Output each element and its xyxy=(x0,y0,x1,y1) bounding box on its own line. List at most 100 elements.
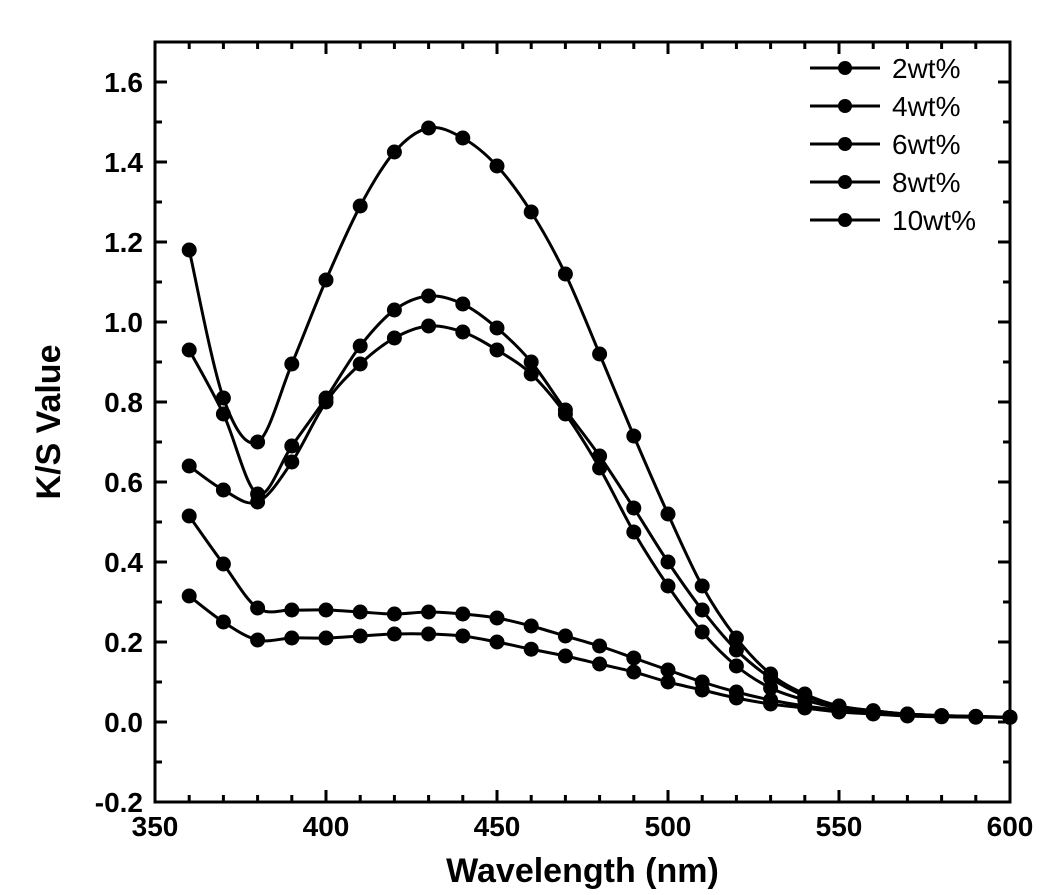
series-marker xyxy=(593,347,607,361)
legend-label: 6wt% xyxy=(892,129,960,160)
y-tick-label: 0.2 xyxy=(104,627,143,658)
x-axis-title: Wavelength (nm) xyxy=(446,852,719,890)
series-marker xyxy=(285,631,299,645)
y-tick-label: 0.8 xyxy=(104,387,143,418)
chart-container: 350400450500550600Wavelength (nm)-0.20.0… xyxy=(0,0,1062,895)
series-marker xyxy=(182,343,196,357)
series-marker xyxy=(216,391,230,405)
series-marker xyxy=(251,601,265,615)
series-marker xyxy=(627,651,641,665)
series-marker xyxy=(422,121,436,135)
y-tick-label: 1.0 xyxy=(104,307,143,338)
legend-label: 2wt% xyxy=(892,53,960,84)
series-marker xyxy=(490,635,504,649)
x-tick-label: 500 xyxy=(645,811,692,842)
series-marker xyxy=(319,631,333,645)
series-marker xyxy=(251,633,265,647)
series-marker xyxy=(558,267,572,281)
series-marker xyxy=(251,487,265,501)
x-tick-label: 450 xyxy=(474,811,521,842)
series-marker xyxy=(387,331,401,345)
series-marker xyxy=(353,339,367,353)
series-marker xyxy=(285,603,299,617)
series-marker xyxy=(456,607,470,621)
legend-marker xyxy=(838,99,852,113)
series-marker xyxy=(216,483,230,497)
series-marker xyxy=(319,273,333,287)
series-marker xyxy=(969,709,983,723)
y-tick-label: 1.4 xyxy=(104,147,143,178)
series-marker xyxy=(900,707,914,721)
series-marker xyxy=(695,603,709,617)
series-marker xyxy=(627,501,641,515)
series-marker xyxy=(661,663,675,677)
series-marker xyxy=(456,325,470,339)
series-marker xyxy=(456,629,470,643)
series-marker xyxy=(319,391,333,405)
legend-marker xyxy=(838,213,852,227)
series-marker xyxy=(387,607,401,621)
series-marker xyxy=(661,579,675,593)
series-marker xyxy=(490,611,504,625)
x-tick-label: 600 xyxy=(987,811,1034,842)
series-marker xyxy=(456,131,470,145)
series-marker xyxy=(285,357,299,371)
series-marker xyxy=(627,429,641,443)
series-marker xyxy=(216,557,230,571)
series-marker xyxy=(661,555,675,569)
x-tick-label: 400 xyxy=(303,811,350,842)
series-marker xyxy=(524,642,538,656)
series-marker xyxy=(866,704,880,718)
series-marker xyxy=(319,603,333,617)
series-marker xyxy=(729,631,743,645)
y-tick-label: 1.6 xyxy=(104,67,143,98)
series-marker xyxy=(935,709,949,723)
legend-marker xyxy=(838,61,852,75)
series-marker xyxy=(353,199,367,213)
series-marker xyxy=(695,579,709,593)
series-marker xyxy=(695,625,709,639)
series-marker xyxy=(251,435,265,449)
series-marker xyxy=(387,627,401,641)
series-marker xyxy=(627,665,641,679)
series-marker xyxy=(182,509,196,523)
series-marker xyxy=(558,629,572,643)
series-marker xyxy=(285,439,299,453)
series-marker xyxy=(593,657,607,671)
series-marker xyxy=(216,615,230,629)
series-marker xyxy=(1003,710,1017,724)
series-marker xyxy=(661,507,675,521)
legend-label: 10wt% xyxy=(892,205,976,236)
series-marker xyxy=(832,699,846,713)
series-marker xyxy=(422,627,436,641)
series-marker xyxy=(729,685,743,699)
series-marker xyxy=(558,649,572,663)
series-marker xyxy=(695,675,709,689)
series-marker xyxy=(353,357,367,371)
series-marker xyxy=(627,525,641,539)
legend-label: 8wt% xyxy=(892,167,960,198)
ks-wavelength-chart: 350400450500550600Wavelength (nm)-0.20.0… xyxy=(0,0,1062,895)
series-marker xyxy=(729,659,743,673)
y-tick-label: 0.0 xyxy=(104,707,143,738)
series-marker xyxy=(387,303,401,317)
series-marker xyxy=(353,605,367,619)
series-marker xyxy=(798,687,812,701)
series-marker xyxy=(490,343,504,357)
series-marker xyxy=(490,321,504,335)
series-marker xyxy=(182,459,196,473)
series-marker xyxy=(524,619,538,633)
series-marker xyxy=(764,667,778,681)
series-marker xyxy=(422,319,436,333)
series-marker xyxy=(593,639,607,653)
y-axis-title: K/S Value xyxy=(30,345,68,500)
legend-marker xyxy=(838,137,852,151)
x-tick-label: 550 xyxy=(816,811,863,842)
series-marker xyxy=(558,403,572,417)
series-marker xyxy=(182,243,196,257)
series-marker xyxy=(422,605,436,619)
series-marker xyxy=(524,355,538,369)
series-marker xyxy=(387,145,401,159)
series-marker xyxy=(456,297,470,311)
series-marker xyxy=(490,159,504,173)
